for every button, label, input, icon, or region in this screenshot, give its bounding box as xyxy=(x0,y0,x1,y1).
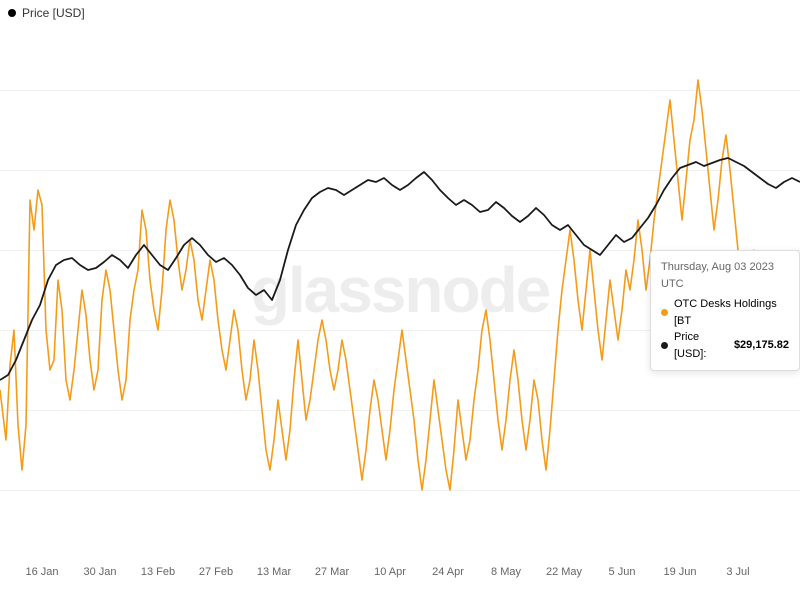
x-axis: 16 Jan 30 Jan 13 Feb 27 Feb 13 Mar 27 Mar 10 A… xyxy=(0,566,800,586)
legend: Price [USD] xyxy=(8,6,85,20)
x-axis-tick: 3 Jul xyxy=(726,566,749,578)
legend-dot-price xyxy=(8,9,16,17)
x-axis-tick: 5 Jun xyxy=(609,566,636,578)
x-axis-tick: 8 May xyxy=(491,566,521,578)
tooltip-row: OTC Desks Holdings [BT xyxy=(661,296,789,329)
x-axis-tick: 13 Mar xyxy=(257,566,291,578)
x-axis-tick: 10 Apr xyxy=(374,566,406,578)
tooltip-label: OTC Desks Holdings [BT xyxy=(674,296,789,329)
x-axis-tick: 27 Feb xyxy=(199,566,233,578)
tooltip-label: Price [USD]: xyxy=(674,329,734,362)
tooltip-value: $29,175.82 xyxy=(734,337,789,354)
x-axis-tick: 30 Jan xyxy=(83,566,116,578)
x-axis-tick: 13 Feb xyxy=(141,566,175,578)
x-axis-tick: 24 Apr xyxy=(432,566,464,578)
x-axis-tick: 27 Mar xyxy=(315,566,349,578)
tooltip-dot xyxy=(661,309,668,316)
x-axis-tick: 19 Jun xyxy=(663,566,696,578)
tooltip-date: Thursday, Aug 03 2023 UTC xyxy=(661,259,789,292)
tooltip-row: Price [USD]: $29,175.82 xyxy=(661,329,789,362)
x-axis-tick: 22 May xyxy=(546,566,582,578)
legend-label: Price [USD] xyxy=(22,6,85,20)
tooltip-dot xyxy=(661,342,668,349)
tooltip: Thursday, Aug 03 2023 UTC OTC Desks Hold… xyxy=(650,250,800,371)
x-axis-tick: 16 Jan xyxy=(25,566,58,578)
